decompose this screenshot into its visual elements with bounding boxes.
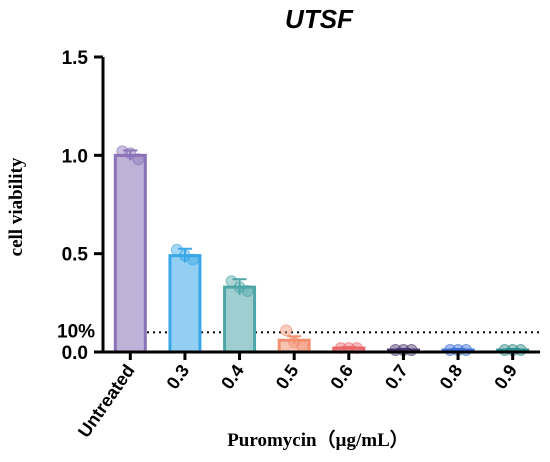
bar-0.3: [168, 254, 202, 354]
plot-area: 10%0.0 0.5 1.0 1.5 Untreated 0.3 0.4 0.5 0.6 0.7 0…: [57, 48, 540, 441]
bar-0.4: [223, 285, 257, 354]
data-point: [170, 243, 183, 256]
x-tick-label: 0.6: [326, 361, 357, 393]
chart-title: UTSF: [285, 4, 354, 34]
y-tick-label: 1.0: [62, 146, 88, 167]
y-tick-label: 0.5: [62, 245, 89, 266]
bar-Untreated: [113, 153, 147, 354]
x-axis-label: Puromycin（µg/mL）: [227, 428, 409, 451]
data-point: [225, 275, 238, 288]
x-tick-label: 0.9: [490, 361, 521, 393]
y-axis-label: cell viability: [6, 157, 27, 256]
data-point: [460, 344, 473, 357]
data-point: [124, 147, 137, 160]
x-tick-label: 0.5: [272, 361, 303, 393]
data-point: [241, 285, 254, 298]
x-tick-label: 0.3: [162, 361, 193, 393]
reference-line-label: 10%: [57, 321, 95, 342]
x-tick-label: 0.8: [436, 361, 467, 393]
x-tick-label: 0.7: [381, 361, 412, 393]
x-tick-label: Untreated: [74, 361, 139, 441]
y-tick-label: 0.0: [62, 343, 88, 364]
data-point: [405, 344, 418, 357]
x-tick-label: 0.4: [217, 361, 248, 393]
data-point: [514, 344, 527, 357]
data-point: [186, 253, 199, 266]
data-point: [296, 340, 309, 353]
data-point: [132, 153, 145, 166]
data-point: [280, 324, 293, 337]
y-tick-label: 1.5: [62, 48, 89, 69]
